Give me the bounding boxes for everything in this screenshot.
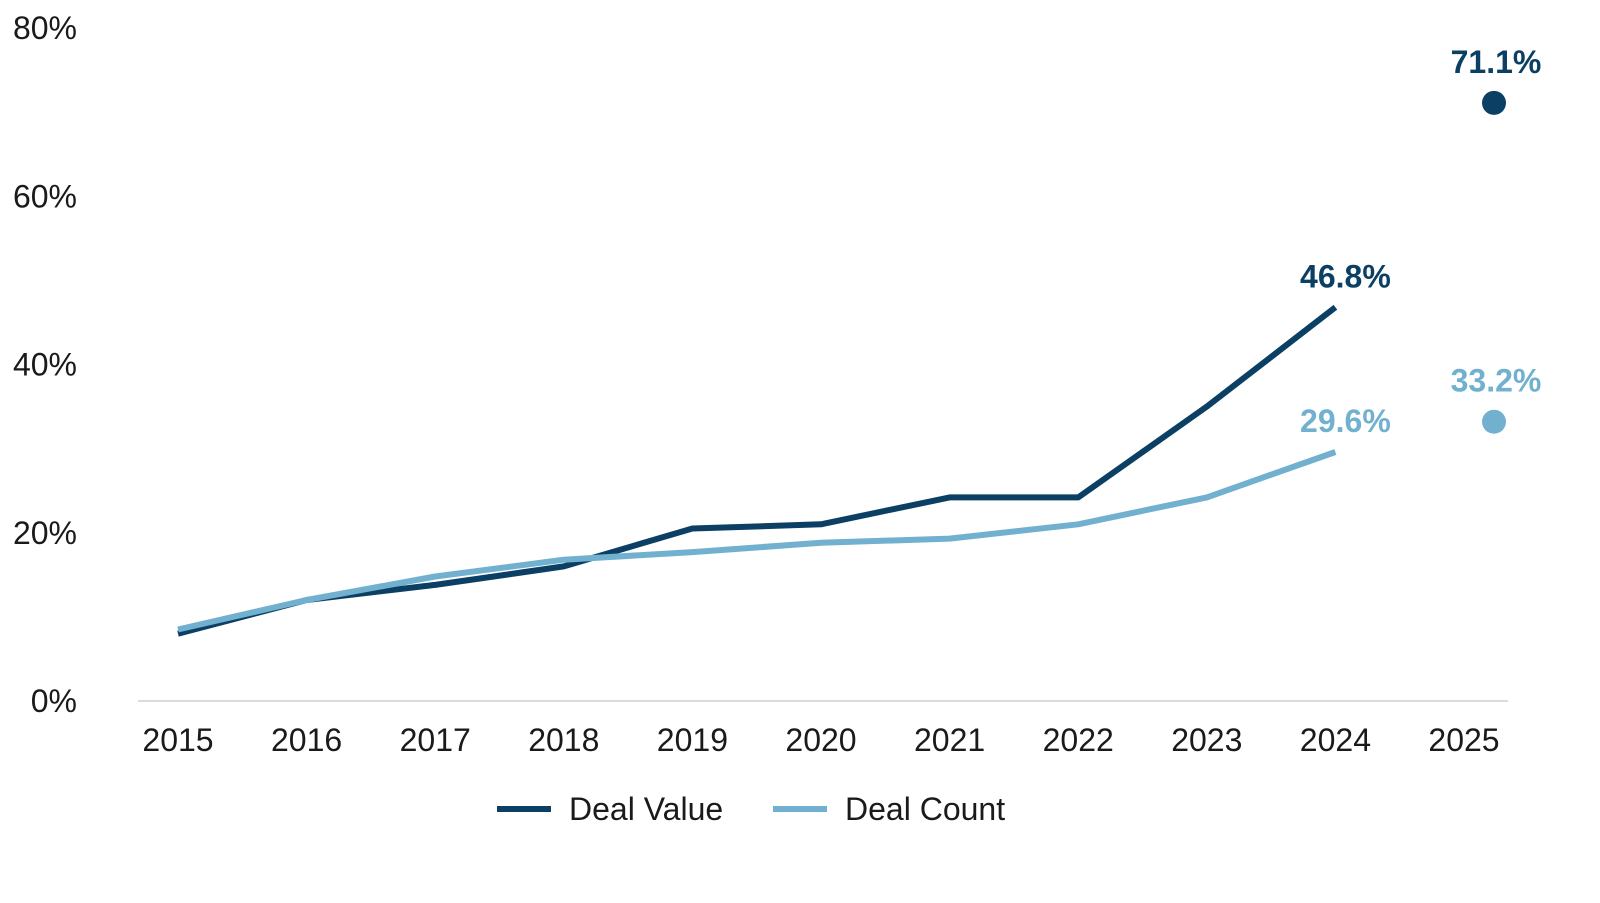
- x-tick-label: 2023: [1171, 722, 1242, 758]
- y-tick-label: 80%: [13, 10, 77, 46]
- data-labels: 46.8% 29.6% 71.1% 33.2%: [1300, 44, 1541, 439]
- x-tick-label: 2019: [657, 722, 728, 758]
- data-point-deal-value: [1482, 90, 1506, 115]
- x-tick-label: 2017: [400, 722, 471, 758]
- data-point-deal-count: [1482, 409, 1506, 434]
- x-tick-label: 2024: [1300, 722, 1371, 758]
- x-tick-label: 2018: [528, 722, 599, 758]
- x-tick-label: 2025: [1428, 722, 1499, 758]
- legend: Deal Value Deal Count: [497, 791, 1005, 827]
- y-tick-label: 60%: [13, 178, 77, 214]
- data-point-label-deal-value: 71.1%: [1451, 44, 1542, 80]
- series-line-deal-count: [177, 449, 1337, 633]
- legend-label-deal-count: Deal Count: [845, 791, 1005, 827]
- y-tick-label: 0%: [31, 683, 77, 719]
- data-points: [1482, 90, 1506, 434]
- data-label-deal-count: 29.6%: [1300, 403, 1391, 439]
- x-tick-label: 2022: [1043, 722, 1114, 758]
- x-tick-label: 2020: [785, 722, 856, 758]
- y-tick-label: 40%: [13, 347, 77, 383]
- series-lines: [177, 304, 1338, 637]
- x-axis-ticks: 2015 2016 2017 2018 2019 2020 2021 2022 2023 2024…: [142, 722, 1499, 758]
- series-line-deal-value: [177, 304, 1338, 637]
- data-label-deal-value: 46.8%: [1300, 258, 1391, 294]
- data-point-label-deal-count: 33.2%: [1451, 363, 1542, 399]
- y-axis-ticks: 0% 20% 40% 60% 80%: [13, 10, 77, 719]
- legend-label-deal-value: Deal Value: [569, 791, 723, 827]
- x-tick-label: 2015: [142, 722, 213, 758]
- x-tick-label: 2016: [271, 722, 342, 758]
- y-tick-label: 20%: [13, 515, 77, 551]
- x-tick-label: 2021: [914, 722, 985, 758]
